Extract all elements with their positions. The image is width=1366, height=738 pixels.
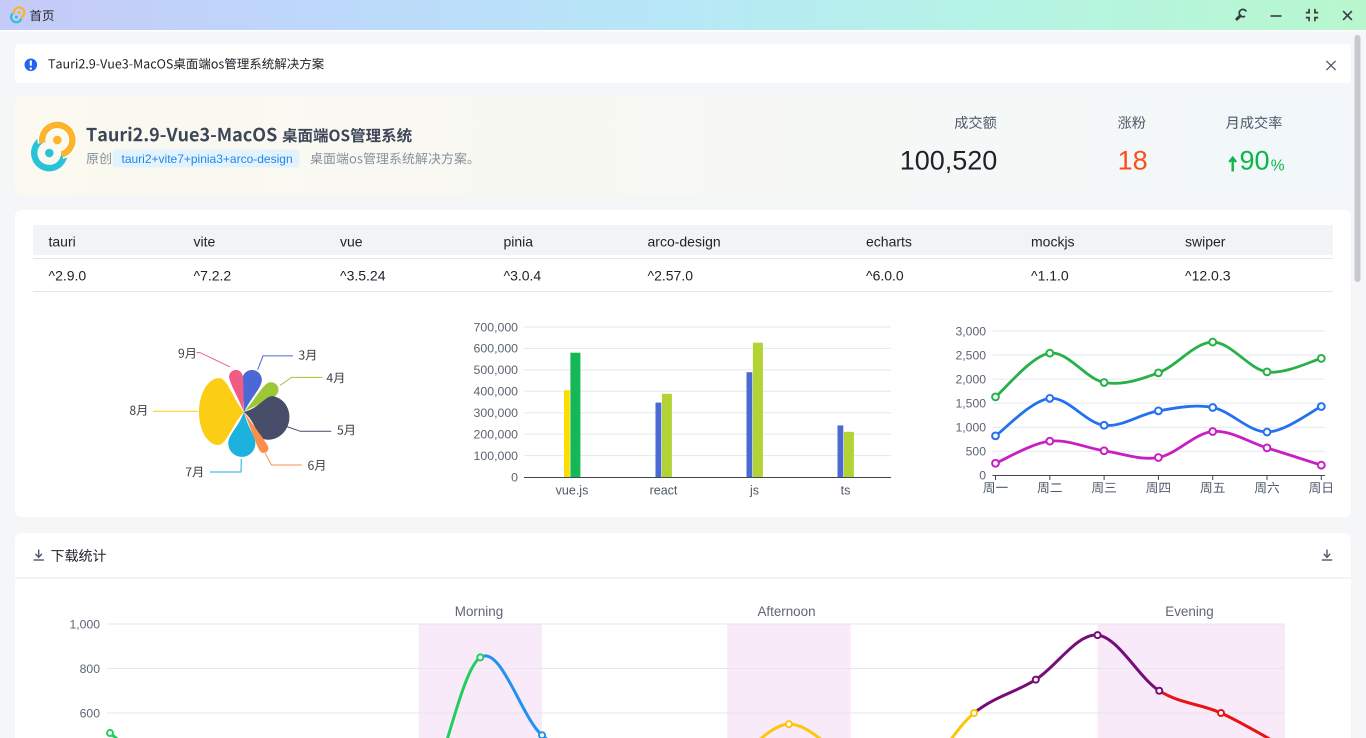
svg-text:600,000: 600,000 xyxy=(474,342,519,356)
svg-text:^2.9.0: ^2.9.0 xyxy=(49,267,87,283)
svg-text:700,000: 700,000 xyxy=(474,320,519,334)
svg-text:Morning: Morning xyxy=(455,604,503,619)
svg-text:400,000: 400,000 xyxy=(474,385,519,399)
svg-text:300,000: 300,000 xyxy=(474,406,519,420)
svg-text:3,000: 3,000 xyxy=(956,324,987,338)
svg-text:0: 0 xyxy=(979,469,986,483)
svg-text:100,520: 100,520 xyxy=(900,146,998,176)
svg-text:2,000: 2,000 xyxy=(956,372,987,386)
svg-text:^6.0.0: ^6.0.0 xyxy=(866,267,904,283)
svg-text:js: js xyxy=(749,484,759,498)
svg-text:vue.js: vue.js xyxy=(556,484,589,498)
svg-text:^2.57.0: ^2.57.0 xyxy=(648,267,694,283)
svg-text:500: 500 xyxy=(966,445,987,459)
svg-text:Afternoon: Afternoon xyxy=(757,604,815,619)
svg-text:90: 90 xyxy=(1240,146,1270,176)
svg-text:^3.5.24: ^3.5.24 xyxy=(340,267,386,283)
svg-text:tauri2+vite7+pinia3+arco-desig: tauri2+vite7+pinia3+arco-design xyxy=(122,152,293,166)
svg-text:^7.2.2: ^7.2.2 xyxy=(194,267,232,283)
svg-text:%: % xyxy=(1271,158,1285,175)
svg-text:Evening: Evening xyxy=(1165,604,1213,619)
svg-text:1,000: 1,000 xyxy=(956,421,987,435)
svg-text:tauri: tauri xyxy=(49,234,76,250)
svg-text:vue: vue xyxy=(340,234,363,250)
svg-text:pinia: pinia xyxy=(504,234,534,250)
svg-text:swiper: swiper xyxy=(1185,234,1226,250)
svg-text:500,000: 500,000 xyxy=(474,363,519,377)
svg-text:vite: vite xyxy=(194,234,216,250)
svg-text:600: 600 xyxy=(80,706,101,720)
svg-text:800: 800 xyxy=(80,662,101,676)
svg-text:^1.1.0: ^1.1.0 xyxy=(1031,267,1069,283)
svg-text:mockjs: mockjs xyxy=(1031,234,1075,250)
svg-text:1,000: 1,000 xyxy=(70,617,101,631)
svg-text:arco-design: arco-design xyxy=(648,234,721,250)
svg-text:react: react xyxy=(650,484,678,498)
svg-text:2,500: 2,500 xyxy=(956,348,987,362)
svg-text:ts: ts xyxy=(841,484,851,498)
svg-text:18: 18 xyxy=(1118,146,1148,176)
svg-text:1,500: 1,500 xyxy=(956,396,987,410)
svg-text:200,000: 200,000 xyxy=(474,427,519,441)
svg-text:^3.0.4: ^3.0.4 xyxy=(504,267,542,283)
svg-text:100,000: 100,000 xyxy=(474,449,519,463)
svg-text:echarts: echarts xyxy=(866,234,912,250)
svg-text:0: 0 xyxy=(511,470,518,484)
svg-text:^12.0.3: ^12.0.3 xyxy=(1185,267,1231,283)
